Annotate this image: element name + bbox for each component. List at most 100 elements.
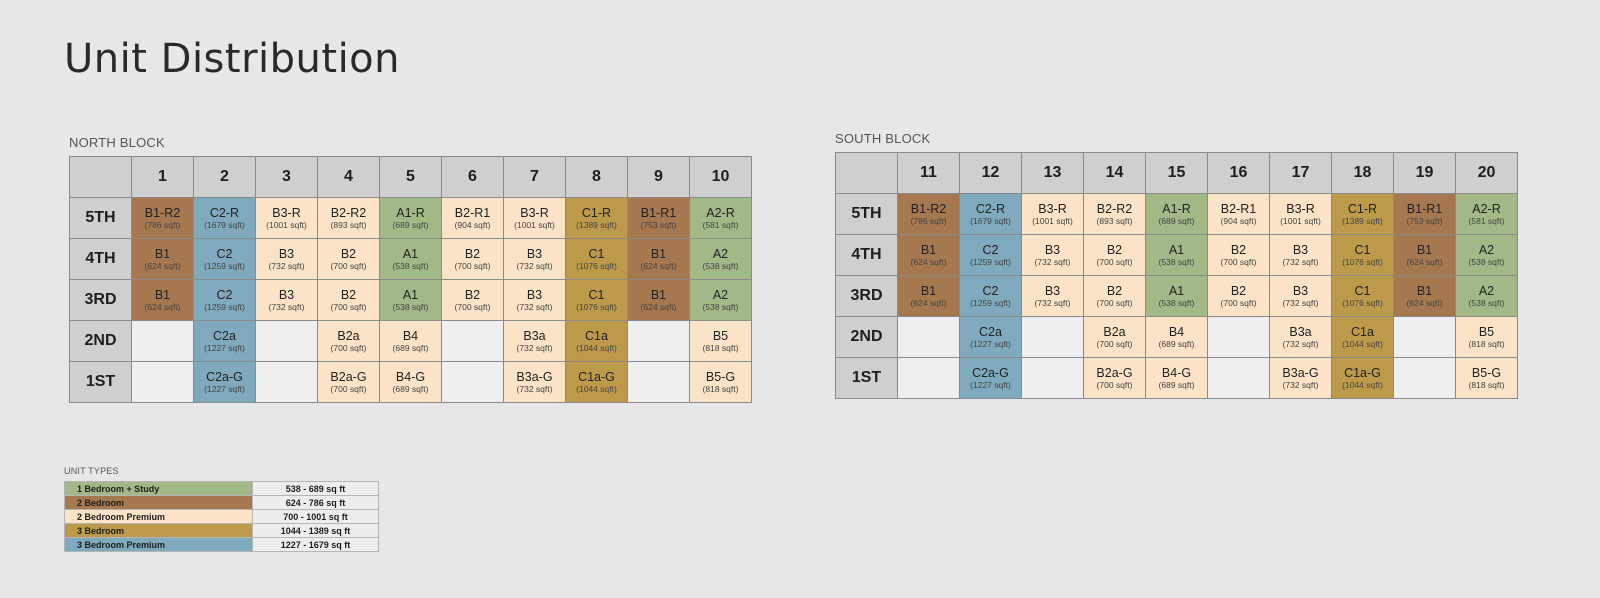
- floor-label: 5TH: [69, 197, 132, 239]
- column-header: 11: [897, 152, 960, 194]
- unit-size: (1259 sqft): [204, 260, 245, 271]
- unit-code: B3a-G: [1282, 365, 1319, 380]
- unit-cell: B5-G (818 sqft): [1455, 357, 1518, 399]
- column-header: 12: [959, 152, 1022, 194]
- unit-size: (1076 sqft): [576, 260, 617, 271]
- unit-size: (624 sqft): [144, 301, 181, 312]
- empty-cell: [897, 316, 960, 358]
- unit-size: (624 sqft): [640, 260, 677, 271]
- unit-cell: A1 (538 sqft): [379, 279, 442, 321]
- unit-size: (700 sqft): [1096, 297, 1133, 308]
- unit-code: B2a: [337, 328, 360, 343]
- unit-cell: A1-R (689 sqft): [379, 197, 442, 239]
- unit-code: B3-R: [1038, 201, 1067, 216]
- empty-cell: [1021, 357, 1084, 399]
- unit-size: (700 sqft): [1096, 256, 1133, 267]
- unit-code: C1a-G: [1344, 365, 1381, 380]
- unit-size: (732 sqft): [516, 301, 553, 312]
- column-header: 2: [193, 156, 256, 198]
- unit-size: (732 sqft): [516, 260, 553, 271]
- unit-code: B1: [650, 287, 667, 302]
- unit-code: B2: [1230, 283, 1247, 298]
- unit-cell: C1-R (1389 sqft): [1331, 193, 1394, 235]
- unit-size: (624 sqft): [910, 256, 947, 267]
- unit-code: B2-R2: [330, 205, 367, 220]
- unit-types-legend: UNIT TYPES 1 Bedroom + Study 538 - 689 sq…: [64, 466, 379, 552]
- unit-cell: C1 (1076 sqft): [565, 238, 628, 280]
- unit-code: B2a-G: [330, 369, 367, 384]
- unit-code: B1-R1: [1406, 201, 1443, 216]
- unit-size: (786 sqft): [910, 215, 947, 226]
- unit-cell: B3 (732 sqft): [503, 279, 566, 321]
- unit-size: (1001 sqft): [1280, 215, 1321, 226]
- unit-cell: B3 (732 sqft): [255, 279, 318, 321]
- unit-cell: C2 (1259 sqft): [959, 234, 1022, 276]
- floor-row: 2ND C2a (1227 sqft) B2a (700 sqft) B4 (689 sqf…: [69, 320, 752, 362]
- unit-code: B4-G: [1161, 365, 1192, 380]
- corner-cell: [835, 152, 898, 194]
- unit-size: (1076 sqft): [1342, 297, 1383, 308]
- unit-size: (818 sqft): [702, 342, 739, 353]
- unit-cell: A2 (538 sqft): [1455, 234, 1518, 276]
- empty-cell: [1021, 316, 1084, 358]
- unit-code: C2: [216, 246, 233, 261]
- unit-cell: B3a (732 sqft): [1269, 316, 1332, 358]
- empty-cell: [255, 320, 318, 362]
- unit-size: (700 sqft): [330, 383, 367, 394]
- unit-code: B5: [1478, 324, 1495, 339]
- unit-size: (1679 sqft): [970, 215, 1011, 226]
- unit-cell: B2 (700 sqft): [441, 279, 504, 321]
- unit-cell: B3-R (1001 sqft): [1269, 193, 1332, 235]
- header-row: 11 12 13 14 15 16 17 18 19 20: [835, 152, 1518, 194]
- unit-size: (1044 sqft): [1342, 338, 1383, 349]
- north-block-table: 1 2 3 4 5 6 7 8 9 10 5TH B1-R2 (786 sqft) C2-R (1679 s…: [69, 156, 752, 403]
- unit-size: (700 sqft): [330, 301, 367, 312]
- unit-cell: A1 (538 sqft): [1145, 275, 1208, 317]
- unit-cell: B2 (700 sqft): [1083, 275, 1146, 317]
- unit-cell: B1 (624 sqft): [627, 279, 690, 321]
- unit-size: (700 sqft): [330, 342, 367, 353]
- unit-code: A2: [1478, 242, 1495, 257]
- unit-code: B1: [154, 287, 171, 302]
- unit-code: B2: [1106, 283, 1123, 298]
- unit-cell: B1 (624 sqft): [897, 275, 960, 317]
- unit-cell: B3-R (1001 sqft): [1021, 193, 1084, 235]
- floor-label: 2ND: [69, 320, 132, 362]
- unit-size: (538 sqft): [1468, 297, 1505, 308]
- unit-size: (624 sqft): [1406, 297, 1443, 308]
- column-header: 19: [1393, 152, 1456, 194]
- legend-item: 1 Bedroom + Study 538 - 689 sq ft: [64, 481, 379, 496]
- unit-size: (624 sqft): [640, 301, 677, 312]
- floor-label: 4TH: [835, 234, 898, 276]
- unit-cell: C1a-G (1044 sqft): [1331, 357, 1394, 399]
- unit-code: B2: [1230, 242, 1247, 257]
- unit-size: (538 sqft): [392, 260, 429, 271]
- unit-cell: B3 (732 sqft): [255, 238, 318, 280]
- unit-cell: B2 (700 sqft): [317, 279, 380, 321]
- unit-size: (1001 sqft): [1032, 215, 1073, 226]
- unit-cell: C1 (1076 sqft): [1331, 275, 1394, 317]
- empty-cell: [627, 320, 690, 362]
- legend-item: 2 Bedroom 624 - 786 sq ft: [64, 495, 379, 510]
- unit-size: (1044 sqft): [576, 383, 617, 394]
- unit-cell: C2a-G (1227 sqft): [193, 361, 256, 403]
- south-block: SOUTH BLOCK 11 12 13 14 15 16 17 18 19 20 5TH B1-R2…: [835, 132, 1518, 399]
- unit-cell: B3-R (1001 sqft): [503, 197, 566, 239]
- unit-code: B5-G: [705, 369, 736, 384]
- unit-size: (732 sqft): [516, 383, 553, 394]
- page-title: Unit Distribution: [64, 36, 400, 82]
- unit-cell: A1 (538 sqft): [379, 238, 442, 280]
- unit-size: (700 sqft): [1096, 379, 1133, 390]
- unit-size: (689 sqft): [392, 342, 429, 353]
- unit-cell: B2-R1 (904 sqft): [1207, 193, 1270, 235]
- unit-code: B1: [920, 242, 937, 257]
- floor-row: 1ST C2a-G (1227 sqft) B2a-G (700 sqft) B4-G (6…: [69, 361, 752, 403]
- unit-cell: B2-R1 (904 sqft): [441, 197, 504, 239]
- unit-code: B3: [1044, 283, 1061, 298]
- empty-cell: [627, 361, 690, 403]
- unit-size: (689 sqft): [1158, 215, 1195, 226]
- unit-cell: B1 (624 sqft): [1393, 275, 1456, 317]
- unit-cell: B3a-G (732 sqft): [1269, 357, 1332, 399]
- unit-code: B1: [154, 246, 171, 261]
- column-header: 13: [1021, 152, 1084, 194]
